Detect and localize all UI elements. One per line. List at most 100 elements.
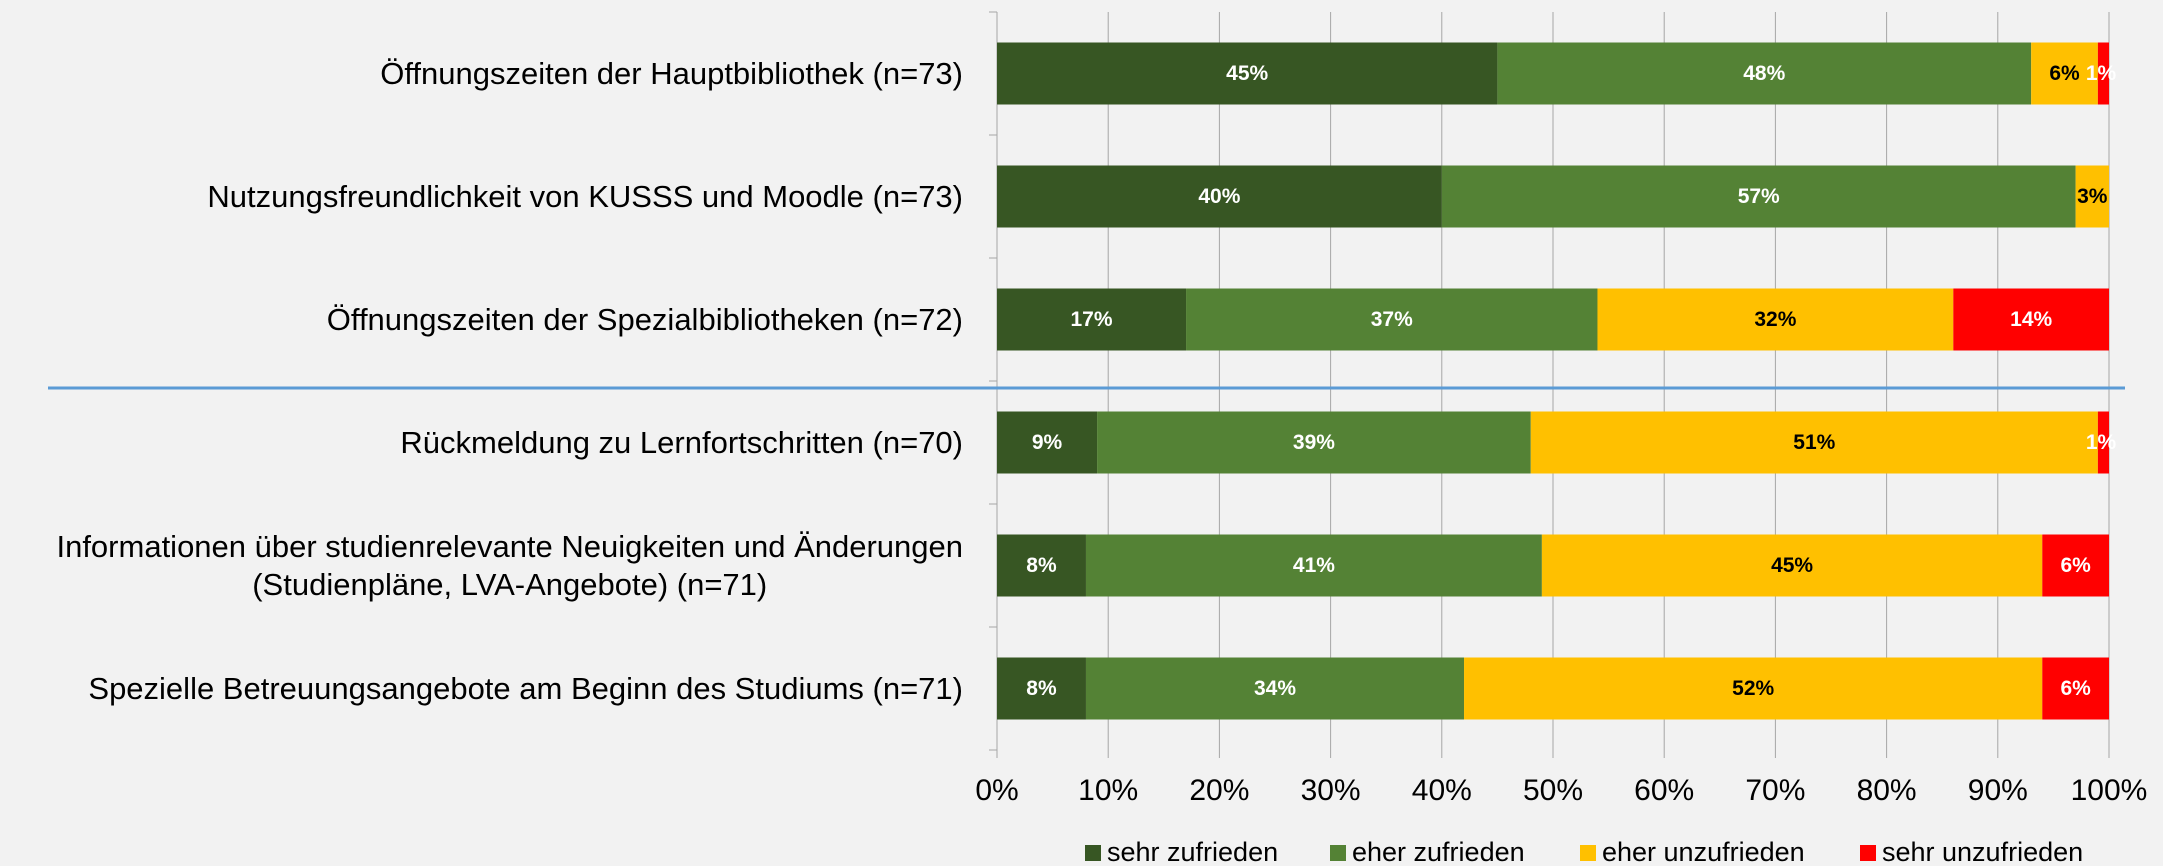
x-tick-label: 10%: [1078, 774, 1138, 807]
label-clip: 1%: [2086, 62, 2117, 85]
data-label: 6%: [2060, 554, 2091, 577]
data-label: 8%: [1026, 554, 1057, 577]
bar-segment: [997, 657, 1086, 720]
label-clip: 45%: [1771, 554, 1813, 577]
data-label: 17%: [1071, 308, 1113, 331]
label-clip: 9%: [1032, 431, 1063, 454]
data-label: 14%: [2010, 308, 2052, 331]
category-label: Spezielle Betreuungsangebote am Beginn d…: [88, 670, 963, 706]
data-label: 41%: [1293, 554, 1335, 577]
bar-segment: [2042, 657, 2109, 720]
data-label: 37%: [1371, 308, 1413, 331]
bar-segment: [1541, 534, 2043, 597]
bar-segment: [1097, 411, 1531, 474]
label-clip: 17%: [1071, 308, 1113, 331]
category-label-box: Öffnungszeiten der Hauptbibliothek (n=73…: [0, 24, 963, 124]
data-label: 48%: [1743, 62, 1785, 85]
category-label: Rückmeldung zu Lernfortschritten (n=70): [400, 424, 963, 460]
category-label-box: Rückmeldung zu Lernfortschritten (n=70): [0, 393, 963, 493]
category-label: Informationen über studienrelevante Neui…: [56, 528, 963, 602]
legend-label: eher zufrieden: [1352, 837, 1525, 866]
label-clip: 37%: [1371, 308, 1413, 331]
data-label: 52%: [1732, 677, 1774, 700]
x-tick-label: 40%: [1412, 774, 1472, 807]
bar-segment: [997, 288, 1187, 351]
label-clip: 6%: [2060, 677, 2091, 700]
x-tick-label: 0%: [975, 774, 1018, 807]
category-label-box: Nutzungsfreundlichkeit von KUSSS und Moo…: [0, 147, 963, 247]
data-label: 6%: [2049, 62, 2080, 85]
data-label: 32%: [1754, 308, 1796, 331]
label-clip: 52%: [1732, 677, 1774, 700]
bar-segment: [1597, 288, 1954, 351]
data-label: 40%: [1198, 185, 1240, 208]
legend-label: sehr zufrieden: [1107, 837, 1278, 866]
bar-segment: [1530, 411, 2098, 474]
label-clip: 1%: [2086, 431, 2117, 454]
bar-segment: [1085, 657, 1465, 720]
bar-segment: [1441, 165, 2076, 228]
label-clip: 8%: [1026, 677, 1057, 700]
data-label: 3%: [2077, 185, 2108, 208]
bar-segment: [1497, 42, 2032, 105]
label-clip: 8%: [1026, 554, 1057, 577]
label-clip: 3%: [2077, 185, 2108, 208]
legend-label: eher unzufrieden: [1602, 837, 1805, 866]
bar-segment: [997, 165, 1442, 228]
category-label-box: Spezielle Betreuungsangebote am Beginn d…: [0, 639, 963, 739]
data-label: 39%: [1293, 431, 1335, 454]
bar-segment: [997, 411, 1098, 474]
x-tick-label: 20%: [1189, 774, 1249, 807]
legend-swatch: [1330, 845, 1346, 861]
category-label-box: Informationen über studienrelevante Neui…: [0, 516, 963, 616]
data-label: 51%: [1793, 431, 1835, 454]
category-label-box: Öffnungszeiten der Spezialbibliotheken (…: [0, 270, 963, 370]
label-clip: 32%: [1754, 308, 1796, 331]
data-label: 45%: [1771, 554, 1813, 577]
data-label: 45%: [1226, 62, 1268, 85]
bar-segment: [2031, 42, 2098, 105]
bar-segment: [2075, 165, 2109, 228]
legend-swatch: [1085, 845, 1101, 861]
data-label: 8%: [1026, 677, 1057, 700]
label-clip: 40%: [1198, 185, 1240, 208]
x-tick-label: 50%: [1523, 774, 1583, 807]
label-clip: 51%: [1793, 431, 1835, 454]
label-clip: 57%: [1738, 185, 1780, 208]
bar-segment: [1464, 657, 2043, 720]
x-tick-label: 60%: [1634, 774, 1694, 807]
legend-label: sehr unzufrieden: [1882, 837, 2083, 866]
x-tick-label: 80%: [1857, 774, 1917, 807]
bar-segment: [1953, 288, 2109, 351]
data-label: 1%: [2086, 62, 2117, 85]
category-label: Öffnungszeiten der Hauptbibliothek (n=73…: [380, 55, 963, 91]
label-clip: 48%: [1743, 62, 1785, 85]
data-label: 57%: [1738, 185, 1780, 208]
data-label: 6%: [2060, 677, 2091, 700]
label-clip: 14%: [2010, 308, 2052, 331]
label-clip: 45%: [1226, 62, 1268, 85]
data-label: 1%: [2086, 431, 2117, 454]
label-clip: 6%: [2060, 554, 2091, 577]
bar-segment: [2097, 411, 2109, 474]
x-tick-label: 90%: [1968, 774, 2028, 807]
bar-segment: [1186, 288, 1598, 351]
category-label: Nutzungsfreundlichkeit von KUSSS und Moo…: [207, 178, 963, 214]
bar-segment: [997, 534, 1086, 597]
label-clip: 34%: [1254, 677, 1296, 700]
x-tick-label: 30%: [1301, 774, 1361, 807]
label-clip: 39%: [1293, 431, 1335, 454]
category-label: Öffnungszeiten der Spezialbibliotheken (…: [326, 301, 963, 337]
x-tick-label: 70%: [1745, 774, 1805, 807]
bar-segment: [2042, 534, 2109, 597]
legend-swatch: [1580, 845, 1596, 861]
bar-segment: [997, 42, 1498, 105]
legend-swatch: [1860, 845, 1876, 861]
data-label: 9%: [1032, 431, 1063, 454]
label-clip: 41%: [1293, 554, 1335, 577]
bar-segment: [1085, 534, 1542, 597]
label-clip: 6%: [2049, 62, 2080, 85]
data-label: 34%: [1254, 677, 1296, 700]
